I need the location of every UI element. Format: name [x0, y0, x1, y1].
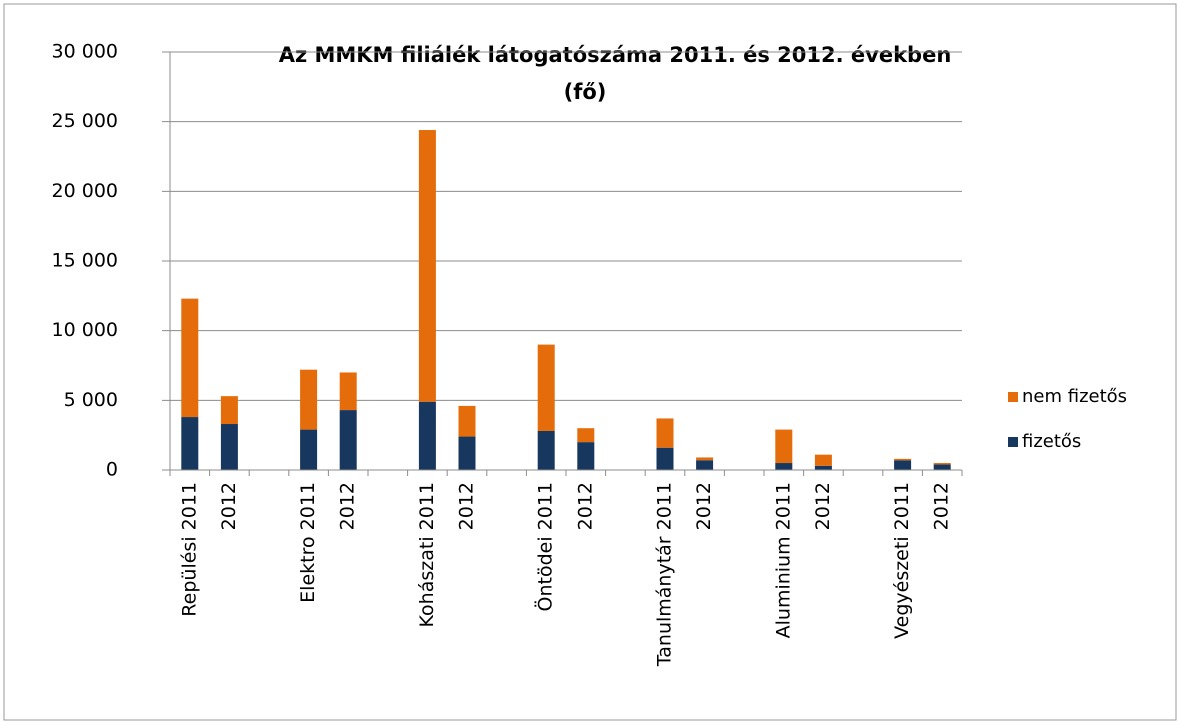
x-tick-label: 2012	[812, 482, 834, 530]
bar-segment	[696, 457, 714, 461]
bar-segment	[894, 460, 912, 470]
legend-swatch	[1008, 392, 1018, 402]
bar-segment	[814, 465, 832, 470]
x-tick-label: Repülési 2011	[178, 482, 200, 617]
bar-segment	[339, 410, 357, 470]
bar-segment	[656, 418, 674, 448]
x-tick-label: Elektro 2011	[297, 482, 319, 603]
y-tick-label: 15 000	[52, 250, 118, 272]
chart-title: Az MMKM filiálék látogatószáma 2011. és …	[279, 43, 952, 67]
x-tick-label: 2012	[693, 482, 715, 530]
y-tick-label: 10 000	[52, 319, 118, 341]
y-tick-label: 5 000	[64, 389, 118, 411]
y-tick-label: 25 000	[52, 110, 118, 132]
bar-segment	[220, 396, 238, 425]
legend-label: fizetős	[1022, 431, 1081, 452]
x-tick-label: 2012	[931, 482, 953, 530]
x-tick-label: Aluminium 2011	[772, 482, 794, 638]
y-tick-label: 20 000	[52, 180, 118, 202]
bar-segment	[933, 463, 951, 465]
bar-segment	[300, 429, 318, 470]
chart-frame	[3, 3, 1177, 721]
bar-segment	[537, 344, 555, 431]
x-tick-label: Öntödei 2011	[534, 482, 557, 612]
bar-segment	[814, 454, 832, 466]
x-tick-label: Vegyészeti 2011	[891, 482, 913, 639]
bar-segment	[696, 460, 714, 470]
bar-segment	[339, 372, 357, 411]
bar-segment	[656, 447, 674, 470]
bar-segment	[418, 130, 436, 402]
x-tick-label: 2012	[574, 482, 596, 530]
bar-segment	[181, 417, 199, 470]
x-tick-label: Kohászati 2011	[416, 482, 438, 627]
bar-segment	[300, 369, 318, 430]
bar-segment	[775, 463, 793, 470]
bar-segment	[775, 429, 793, 464]
bar-segment	[181, 298, 199, 418]
bar-segment	[418, 401, 436, 470]
bar-segment	[458, 405, 476, 437]
legend-label: nem fizetős	[1022, 386, 1127, 407]
bar-segment	[894, 458, 912, 461]
x-tick-label: 2012	[337, 482, 359, 530]
x-tick-label: 2012	[218, 482, 240, 530]
bar-segment	[577, 442, 595, 470]
x-tick-label: Tanulmánytár 2011	[654, 482, 676, 667]
bar-segment	[220, 424, 238, 470]
y-tick-label: 30 000	[52, 41, 118, 63]
legend-swatch	[1008, 437, 1018, 447]
y-tick-label: 0	[106, 459, 118, 481]
bar-segment	[933, 464, 951, 470]
bar-segment	[537, 430, 555, 470]
bar-segment	[577, 428, 595, 443]
bar-segment	[458, 436, 476, 470]
x-tick-label: 2012	[456, 482, 478, 530]
chart-subtitle: (fő)	[564, 80, 607, 104]
